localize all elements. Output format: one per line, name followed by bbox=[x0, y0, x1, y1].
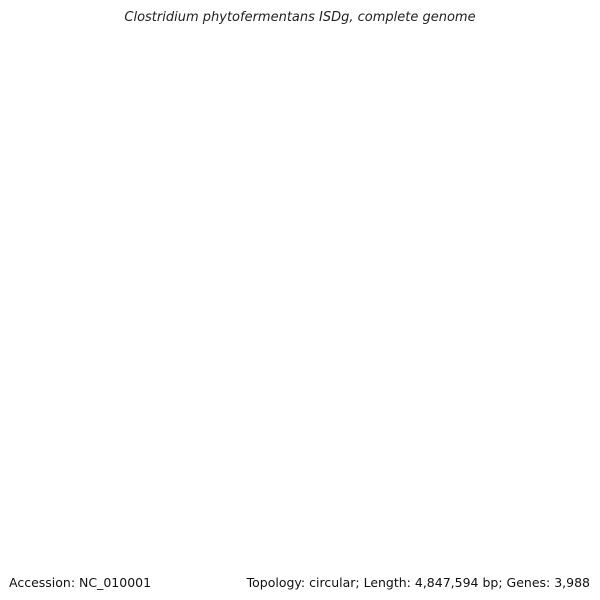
accession-label: Accession: NC_010001 bbox=[9, 575, 152, 590]
genome-stats: Topology: circular; Length: 4,847,594 bp… bbox=[246, 575, 590, 590]
genome-title: Clostridium phytofermentans ISDg, comple… bbox=[124, 10, 476, 25]
